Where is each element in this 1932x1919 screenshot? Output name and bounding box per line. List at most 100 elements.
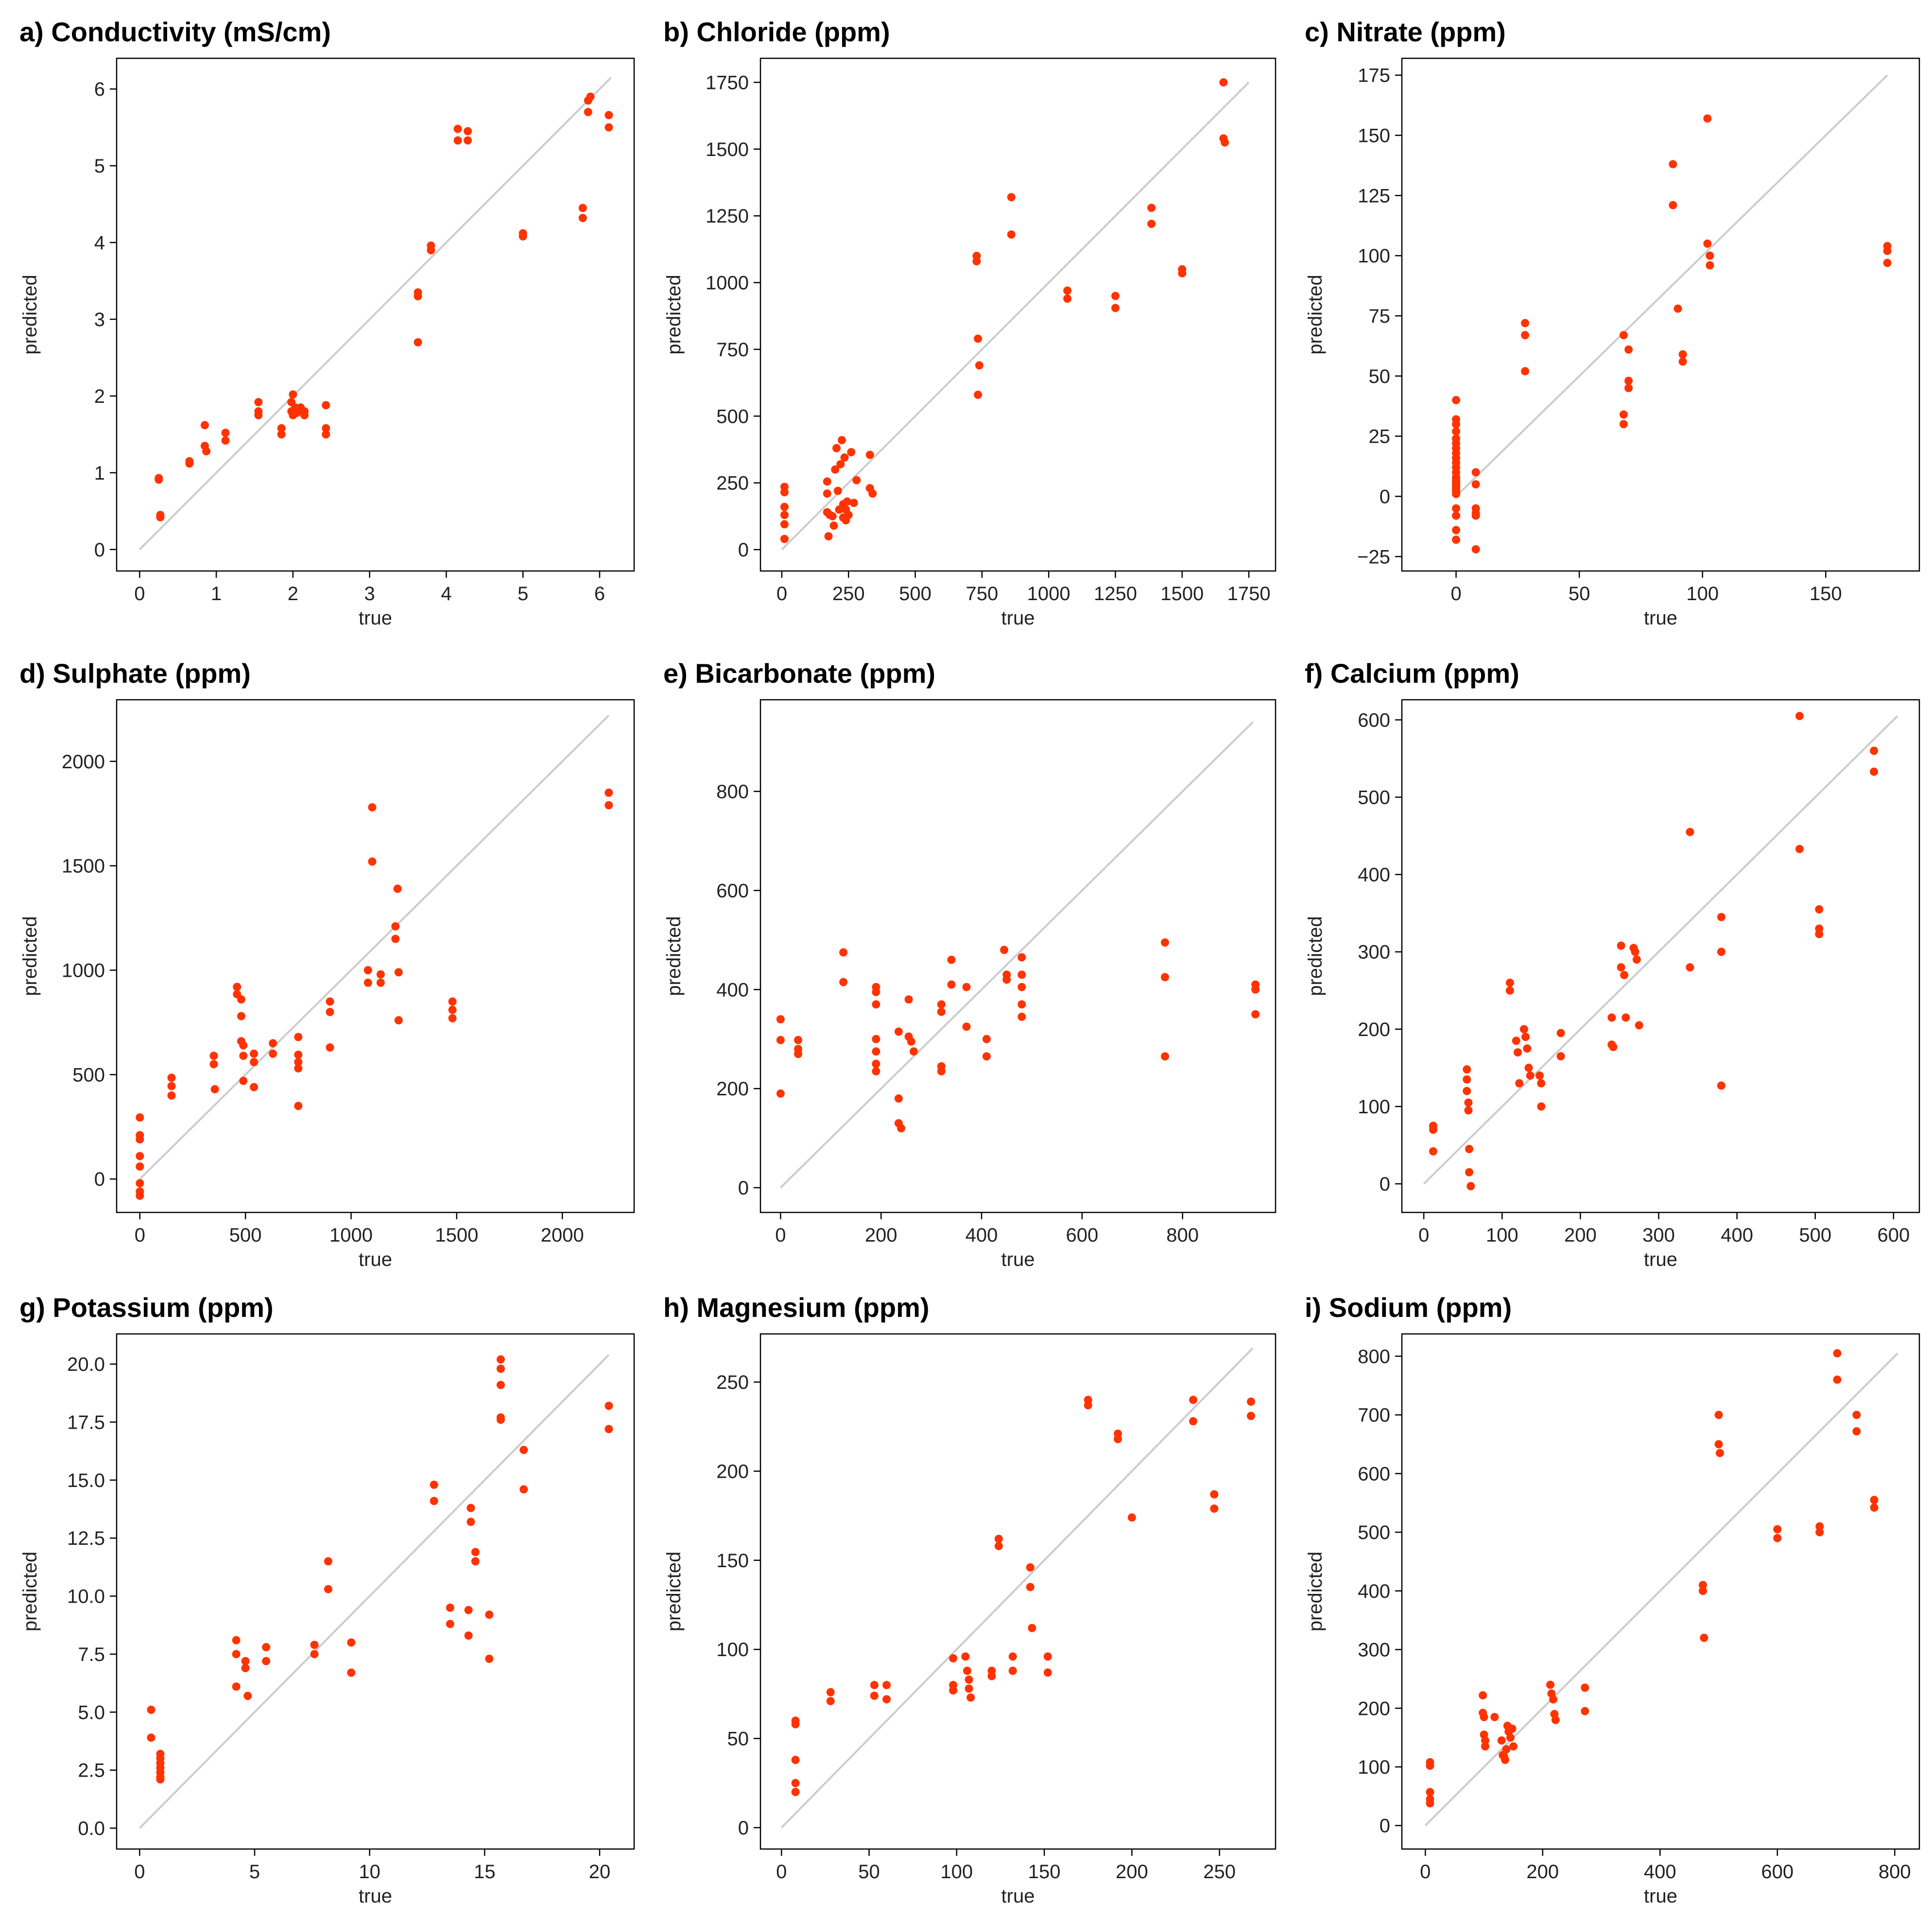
calcium-data-point bbox=[1429, 1147, 1437, 1156]
magnesium-data-point bbox=[949, 1686, 958, 1695]
potassium-y-tick-label: 2.5 bbox=[78, 1760, 105, 1781]
sodium-y-tick-label: 0 bbox=[1380, 1815, 1390, 1837]
calcium-data-point bbox=[1609, 1042, 1618, 1051]
nitrate-data-point bbox=[1471, 545, 1480, 553]
sodium-data-point bbox=[1833, 1349, 1842, 1358]
potassium-data-point bbox=[496, 1381, 505, 1389]
magnesium-y-tick-label: 50 bbox=[727, 1729, 749, 1750]
potassium-data-point bbox=[232, 1650, 241, 1659]
conductivity-x-axis-label: true bbox=[359, 607, 392, 629]
potassium-data-point bbox=[604, 1425, 613, 1434]
nitrate-plot-area bbox=[1401, 57, 1920, 572]
chloride-data-point bbox=[824, 532, 833, 541]
sodium-data-point bbox=[1551, 1715, 1560, 1724]
magnesium-data-point bbox=[966, 1693, 975, 1702]
conductivity-x-tick-label: 5 bbox=[518, 583, 528, 605]
calcium-x-tick-label: 600 bbox=[1877, 1225, 1910, 1246]
sulphate-data-point bbox=[250, 1049, 259, 1058]
calcium-data-point bbox=[1519, 1025, 1528, 1034]
bicarbonate-data-point bbox=[982, 1052, 991, 1061]
potassium-data-point bbox=[446, 1603, 454, 1612]
magnesium-data-point bbox=[1008, 1652, 1017, 1661]
calcium-data-point bbox=[1465, 1168, 1474, 1176]
sodium-y-tick-label: 300 bbox=[1358, 1640, 1390, 1661]
bicarbonate-identity-line bbox=[779, 721, 1254, 1189]
conductivity-x-tick-label: 2 bbox=[288, 583, 298, 605]
sulphate-data-point bbox=[393, 884, 402, 893]
magnesium-data-point bbox=[1210, 1504, 1219, 1513]
nitrate-data-point bbox=[1624, 384, 1633, 393]
sodium-y-tick-label: 700 bbox=[1358, 1405, 1390, 1426]
nitrate-y-tick-label: 150 bbox=[1358, 125, 1390, 146]
potassium-y-tick-label: 20.0 bbox=[67, 1354, 105, 1375]
calcium-data-point bbox=[1870, 767, 1879, 776]
potassium-data-point bbox=[347, 1668, 356, 1677]
conductivity-data-point bbox=[221, 436, 230, 445]
sulphate-data-point bbox=[136, 1135, 144, 1144]
bicarbonate-y-tick-label: 800 bbox=[716, 781, 749, 803]
chloride-data-point bbox=[1221, 138, 1229, 147]
chloride-data-point bbox=[831, 465, 840, 474]
nitrate-data-point bbox=[1703, 239, 1712, 248]
conductivity-data-point bbox=[277, 424, 286, 432]
chloride-data-point bbox=[972, 257, 981, 266]
potassium-y-tick-label: 10.0 bbox=[67, 1586, 105, 1608]
nitrate-y-tick-label: −25 bbox=[1357, 546, 1390, 568]
panel-chloride: b) Chloride (ppm) 0 250 500 750 1000 1250 1500 1… bbox=[663, 17, 1276, 629]
sulphate-y-axis-label: predicted bbox=[19, 916, 41, 996]
bicarbonate-data-point bbox=[794, 1050, 803, 1058]
sulphate-x-tick-label: 500 bbox=[229, 1225, 262, 1246]
bicarbonate-data-point bbox=[776, 1036, 785, 1044]
magnesium-data-point bbox=[826, 1697, 835, 1706]
bicarbonate-data-point bbox=[904, 995, 913, 1004]
bicarbonate-data-point bbox=[1018, 1000, 1026, 1009]
nitrate-x-axis-label: true bbox=[1644, 607, 1677, 629]
bicarbonate-data-point bbox=[1251, 1010, 1260, 1019]
magnesium-y-tick-label: 200 bbox=[716, 1461, 749, 1482]
conductivity-data-point bbox=[289, 390, 297, 399]
nitrate-identity-line bbox=[1455, 74, 1888, 497]
magnesium-data-point bbox=[1114, 1435, 1122, 1443]
sodium-data-point bbox=[1481, 1742, 1489, 1751]
calcium-data-point bbox=[1632, 955, 1641, 964]
sulphate-y-tick-label: 1000 bbox=[62, 960, 105, 982]
magnesium-data-point bbox=[961, 1652, 970, 1661]
sulphate-x-tick-label: 1500 bbox=[435, 1225, 478, 1246]
sodium-data-point bbox=[1426, 1762, 1434, 1770]
nitrate-y-axis-label: predicted bbox=[1305, 275, 1326, 355]
sulphate-data-point bbox=[237, 1012, 245, 1020]
nitrate-data-point bbox=[1706, 261, 1714, 270]
panel-sodium: i) Sodium (ppm) 0 200 400 600 800 0 100 200 300 40… bbox=[1305, 1292, 1920, 1907]
sodium-data-point bbox=[1700, 1633, 1708, 1642]
sodium-data-point bbox=[1852, 1411, 1861, 1419]
sodium-data-point bbox=[1581, 1707, 1589, 1715]
calcium-y-tick-label: 500 bbox=[1358, 787, 1390, 808]
calcium-data-point bbox=[1556, 1029, 1565, 1037]
chloride-data-point bbox=[1147, 204, 1156, 212]
chloride-data-point bbox=[975, 361, 983, 370]
nitrate-data-point bbox=[1452, 536, 1461, 544]
nitrate-data-point bbox=[1678, 350, 1687, 359]
magnesium-data-point bbox=[882, 1681, 891, 1690]
chloride-x-tick-label: 0 bbox=[776, 583, 787, 605]
calcium-data-point bbox=[1617, 963, 1625, 972]
sulphate-data-point bbox=[368, 857, 377, 866]
bicarbonate-data-point bbox=[982, 1035, 991, 1043]
bicarbonate-data-point bbox=[962, 983, 971, 991]
calcium-data-point bbox=[1717, 1081, 1725, 1090]
sodium-data-point bbox=[1480, 1712, 1488, 1721]
nitrate-x-tick-label: 0 bbox=[1450, 583, 1461, 605]
chloride-data-point bbox=[1063, 286, 1072, 295]
conductivity-data-point bbox=[604, 111, 613, 120]
chloride-data-point bbox=[1178, 269, 1187, 277]
potassium-data-point bbox=[262, 1643, 271, 1652]
nitrate-data-point bbox=[1703, 114, 1712, 123]
calcium-data-point bbox=[1537, 1079, 1546, 1088]
potassium-data-point bbox=[519, 1485, 528, 1494]
panel-calcium: f) Calcium (ppm) 0 100 200 300 400 500 600 0 100 2… bbox=[1305, 658, 1920, 1270]
nitrate-data-point bbox=[1673, 304, 1682, 313]
magnesium-x-tick-label: 250 bbox=[1203, 1861, 1236, 1883]
bicarbonate-y-tick-label: 0 bbox=[738, 1177, 749, 1199]
nitrate-x-tick-label: 150 bbox=[1810, 583, 1842, 605]
sulphate-data-point bbox=[250, 1083, 259, 1091]
